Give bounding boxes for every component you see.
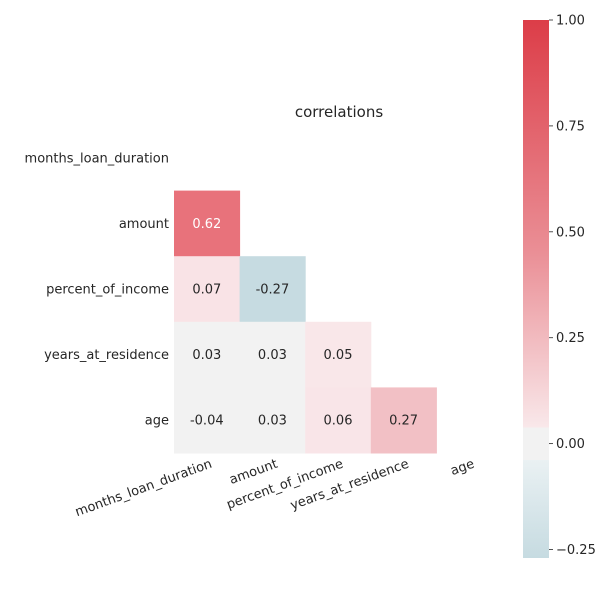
y-tick-label: amount [119,217,169,232]
x-tick-label: years_at_residence [288,457,411,514]
colorbar: 1.00 0.75 0.50 0.25 0.00 −0.25 [523,14,596,558]
colorbar-ticks: 1.00 0.75 0.50 0.25 0.00 −0.25 [549,14,596,558]
cell-annotation: 0.03 [258,414,287,429]
cell-annotation: -0.04 [190,414,224,429]
heatmap-cell [239,256,306,323]
x-tick-labels: months_loan_duration amountpercent_of_inc… [73,457,476,521]
cell-annotation: 0.07 [192,283,221,298]
heatmap-cells: 0.62 0.07 -0.27 0.03 0.03 0.05 -0.04 0.03 0.06 0.… [174,190,437,454]
colorbar-tick-label: 0.50 [556,225,585,240]
y-tick-label: months_loan_duration [25,151,169,166]
heatmap-cell [305,387,372,454]
chart-title: correlations [295,103,383,121]
colorbar-tick-label: 0.25 [556,331,585,346]
y-tick-label: age [145,414,169,429]
heatmap-cell [370,387,437,454]
cell-annotation: 0.27 [389,414,418,429]
heatmap-cell [305,321,372,388]
heatmap-cell [174,387,241,454]
heatmap-cell [174,321,241,388]
colorbar-tick-label: 0.00 [556,437,585,452]
cell-annotation: 0.62 [192,217,221,232]
heatmap-cell [174,256,241,323]
colorbar-tick-label: 0.75 [556,119,585,134]
heatmap-cell [239,321,306,388]
cell-annotation: 0.05 [324,348,353,363]
cell-annotation: -0.27 [256,283,290,298]
y-tick-label: years_at_residence [44,348,169,363]
cell-annotation: 0.03 [192,348,221,363]
colorbar-tick-label: 1.00 [556,14,585,29]
colorbar-bar [523,20,549,558]
x-tick-label: age [449,457,477,479]
cell-annotation: 0.03 [258,348,287,363]
colorbar-tick-label: −0.25 [556,543,596,558]
heatmap-cell [239,387,306,454]
x-tick-label: months_loan_duration [73,457,214,521]
y-tick-label: percent_of_income [46,283,169,298]
cell-annotation: 0.06 [324,414,353,429]
heatmap-cell [174,190,241,257]
